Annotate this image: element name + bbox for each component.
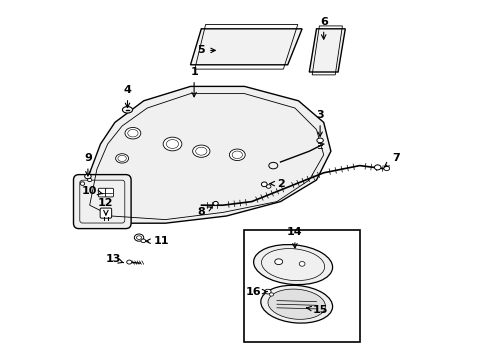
Polygon shape [82,86,330,223]
Text: 6: 6 [319,17,327,39]
Ellipse shape [260,285,332,323]
Ellipse shape [115,154,128,163]
Ellipse shape [126,260,132,264]
Text: 16: 16 [245,287,266,297]
Ellipse shape [134,234,143,241]
Text: 12: 12 [98,198,113,215]
Ellipse shape [264,289,270,294]
Text: 15: 15 [306,305,327,315]
Ellipse shape [269,293,273,296]
Text: 11: 11 [145,236,169,246]
Text: 1: 1 [190,67,198,97]
Ellipse shape [299,261,305,266]
Ellipse shape [383,166,389,171]
Ellipse shape [163,137,182,151]
Ellipse shape [274,259,282,265]
FancyBboxPatch shape [105,188,113,197]
Text: 8: 8 [197,207,212,217]
Ellipse shape [80,182,84,185]
Ellipse shape [141,239,145,243]
Ellipse shape [84,174,91,179]
Ellipse shape [87,179,92,182]
Ellipse shape [213,202,218,205]
Text: 7: 7 [384,153,399,167]
Text: 14: 14 [286,227,302,248]
Text: 10: 10 [82,186,102,196]
FancyBboxPatch shape [73,175,131,229]
Ellipse shape [125,127,141,139]
Text: 2: 2 [269,179,284,189]
Ellipse shape [374,165,380,170]
Polygon shape [309,29,345,72]
Ellipse shape [261,182,266,187]
Ellipse shape [122,107,132,113]
Ellipse shape [229,149,244,161]
Text: 4: 4 [123,85,131,108]
FancyBboxPatch shape [100,208,111,218]
FancyBboxPatch shape [98,188,106,197]
Text: 3: 3 [316,110,323,136]
Ellipse shape [192,145,209,157]
Ellipse shape [253,244,332,285]
Ellipse shape [136,236,141,239]
Ellipse shape [266,185,270,188]
Ellipse shape [267,289,325,319]
Bar [244,230,359,342]
Text: 5: 5 [197,45,215,55]
Text: 9: 9 [84,153,92,176]
Text: 13: 13 [105,254,123,264]
Polygon shape [190,29,302,65]
Ellipse shape [316,138,323,143]
